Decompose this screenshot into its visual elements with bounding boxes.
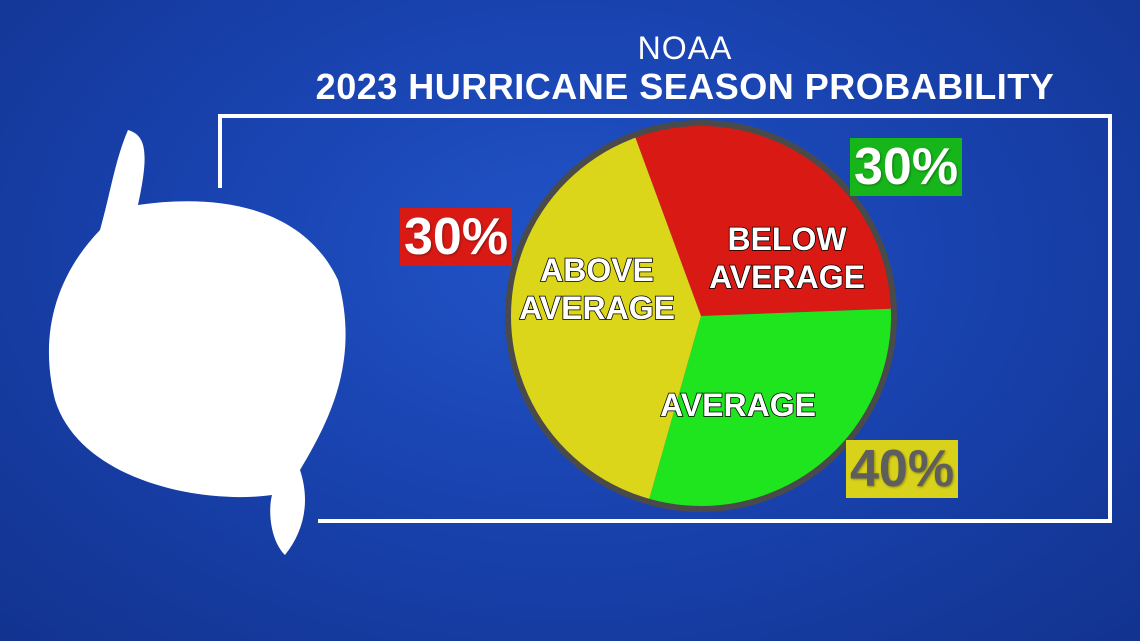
frame-top-line — [218, 114, 1112, 523]
chart-title: 2023 HURRICANE SEASON PROBABILITY — [315, 66, 1055, 107]
hurricane-symbol-shape — [48, 130, 346, 555]
pie-label-above-average: ABOVE AVERAGE — [519, 252, 675, 326]
pie-label-below-average: BELOW AVERAGE — [709, 221, 865, 295]
pie-slice-average — [508, 134, 701, 502]
pie-slice-above-average — [634, 122, 894, 316]
percent-badge-average: 40% — [846, 440, 959, 498]
source-label: NOAA — [637, 30, 733, 66]
pie-label-average: AVERAGE — [660, 387, 816, 423]
title-block: NOAA 2023 HURRICANE SEASON PROBABILITY — [280, 30, 1090, 108]
pie-slice-below-average — [648, 308, 894, 510]
pie-border — [505, 120, 897, 512]
percent-badge-above-average: 30% — [400, 208, 513, 266]
percent-badge-below-average: 30% — [850, 138, 963, 196]
